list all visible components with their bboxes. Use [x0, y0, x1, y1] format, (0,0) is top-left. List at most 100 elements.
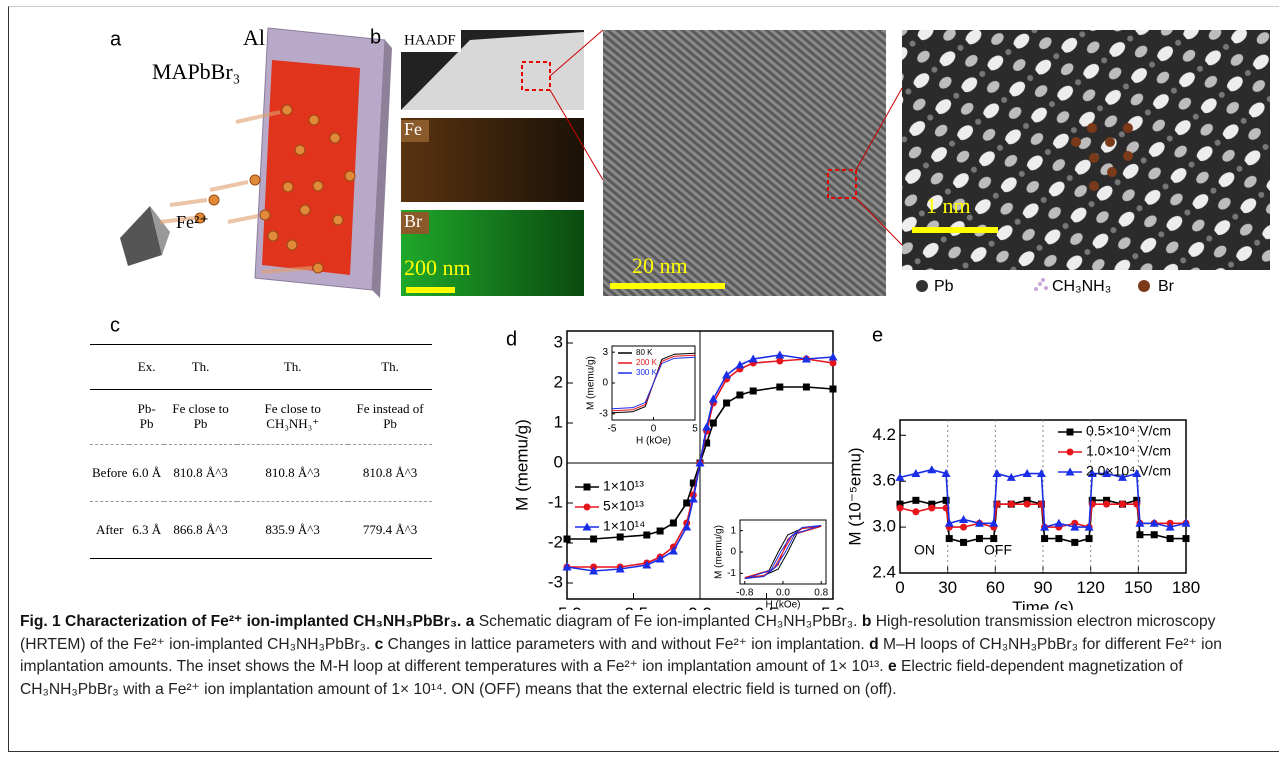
subheader-cell: Fe close to CH₃NH₃⁺: [237, 390, 348, 445]
caption-label: d: [869, 636, 879, 653]
x-tick-label: -5: [608, 424, 617, 435]
marker: [928, 504, 935, 511]
caption-label: e: [888, 658, 897, 675]
legend-label: 1×10¹³: [603, 478, 644, 494]
marker: [670, 520, 677, 527]
marker: [1067, 429, 1074, 436]
legend-label: 80 K: [636, 348, 653, 357]
x-tick-label: -5.0: [552, 604, 581, 610]
scalebar-label: 20 nm: [632, 253, 688, 278]
cell: Before: [90, 445, 129, 502]
marker: [776, 358, 783, 365]
caption-text: Schematic diagram of Fe ion-implanted CH…: [479, 613, 858, 630]
legend-label: 300 K: [636, 368, 658, 377]
cell: After: [90, 502, 129, 559]
marker: [1067, 449, 1074, 456]
marker: [1071, 539, 1078, 546]
y-axis-label: M (memu/g): [586, 356, 597, 410]
marker: [617, 534, 624, 541]
marker: [960, 539, 967, 546]
x-tick-label: 5.0: [821, 604, 845, 610]
y-tick-label: 1: [730, 525, 736, 536]
legend-label: 1.0×10⁴ V/cm: [1086, 443, 1171, 459]
subheader-cell: Pb-Pb: [129, 390, 164, 445]
cell: [90, 345, 129, 390]
label: MAPbBr₃: [152, 59, 240, 84]
x-tick-label: -2.5: [619, 604, 648, 610]
cell: 835.9 Å^3: [237, 502, 348, 559]
marker: [1103, 501, 1110, 508]
cell: 810.8 Å^3: [237, 445, 348, 502]
caption-label: b: [862, 613, 872, 630]
y-tick-label: -1: [727, 568, 736, 579]
marker: [1167, 535, 1174, 542]
y-tick-label: 1: [554, 412, 563, 431]
panel-label: b: [370, 26, 381, 48]
scalebar-label: 200 nm: [404, 255, 471, 280]
marker: [830, 386, 837, 393]
panel-label: c: [110, 314, 120, 336]
y-tick-label: 3: [554, 332, 563, 351]
marker: [912, 508, 919, 515]
map-label: Fe: [404, 119, 422, 139]
marker: [1151, 531, 1158, 538]
y-tick-label: 3: [602, 347, 608, 358]
cell: 779.4 Å^3: [348, 502, 432, 559]
legend-label: 2.0×10⁴ V/cm: [1086, 463, 1171, 479]
subheader-cell: Fe close to Pb: [164, 390, 237, 445]
marker: [830, 360, 837, 367]
y-tick-label: 0: [730, 547, 736, 558]
x-tick-label: -0.8: [736, 588, 754, 599]
marker: [1008, 501, 1015, 508]
marker: [723, 400, 730, 407]
y-tick-label: 2.4: [872, 562, 896, 581]
marker: [1183, 535, 1190, 542]
marker: [564, 536, 571, 543]
marker: [912, 497, 919, 504]
x-tick-label: 0: [651, 424, 657, 435]
cell: 6.3 Å: [129, 502, 164, 559]
x-tick-label: 60: [986, 578, 1005, 597]
legend-dot: [1138, 280, 1150, 292]
x-axis-label: H (kOe): [766, 600, 801, 610]
marker: [976, 535, 983, 542]
marker: [1136, 531, 1143, 538]
row: After6.3 Å866.8 Å^3835.9 Å^3779.4 Å^3: [90, 502, 432, 559]
marker: [584, 504, 591, 511]
y-tick-label: -2: [548, 532, 563, 551]
subheader-cell: Fe instead of Pb: [348, 390, 432, 445]
legend-label: 5×10¹³: [603, 498, 644, 514]
caption-title: Fig. 1 Characterization of Fe²⁺ ion-impl…: [20, 613, 461, 630]
y-tick-label: -1: [548, 492, 563, 511]
map-label: Br: [404, 211, 422, 231]
marker: [584, 484, 591, 491]
marker: [736, 392, 743, 399]
x-axis-label: H (kOe): [636, 436, 671, 447]
scalebar-label: 1 nm: [926, 193, 971, 218]
header-cell: Th.: [348, 345, 432, 390]
cell: 810.8 Å^3: [164, 445, 237, 502]
caption-label: a: [466, 613, 475, 630]
x-tick-label: 5: [692, 424, 698, 435]
y-tick-label: 2: [554, 372, 563, 391]
annotation: ON: [914, 542, 935, 558]
map-label: HAADF: [404, 32, 456, 48]
marker: [960, 524, 967, 531]
marker: [590, 536, 597, 543]
marker: [1086, 535, 1093, 542]
marker: [897, 504, 904, 511]
panel-label: d: [506, 328, 517, 350]
marker: [1024, 501, 1031, 508]
y-tick-label: 3.6: [872, 471, 896, 490]
atomic-image: [902, 30, 1270, 270]
caption-text: Changes in lattice parameters with and w…: [388, 636, 865, 653]
marker: [803, 384, 810, 391]
header-row: Ex.Th.Th.Th.: [90, 345, 432, 390]
x-tick-label: 30: [938, 578, 957, 597]
marker: [657, 528, 664, 535]
y-tick-label: -3: [599, 408, 608, 419]
header-cell: Th.: [237, 345, 348, 390]
legend-label: Pb: [934, 278, 954, 295]
cell: 866.8 Å^3: [164, 502, 237, 559]
